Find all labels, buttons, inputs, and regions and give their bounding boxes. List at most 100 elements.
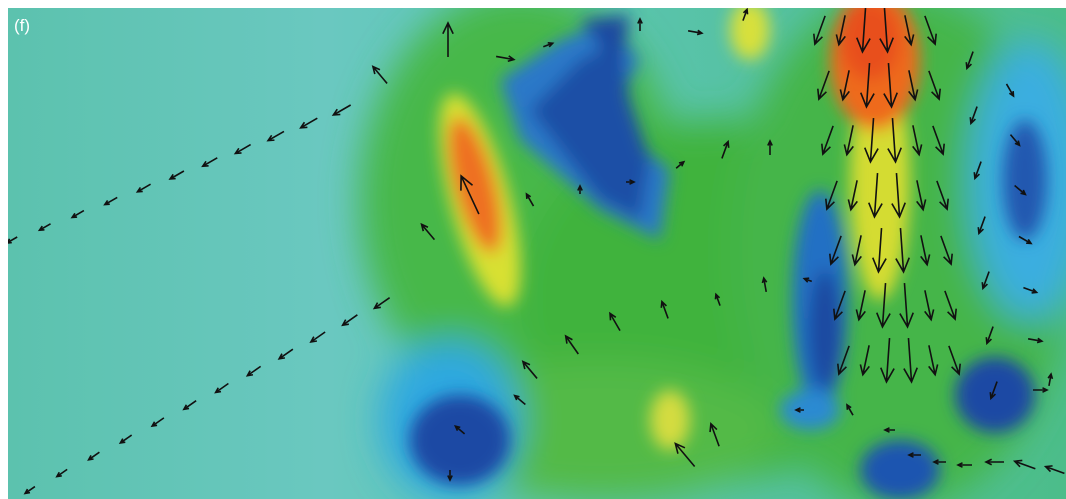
arrow: [965, 51, 974, 71]
arrow: [899, 282, 914, 329]
arrow: [794, 407, 804, 413]
arrow: [973, 161, 982, 181]
arrow: [674, 442, 696, 468]
arrow: [924, 15, 937, 46]
arrow: [331, 104, 352, 116]
arrow: [8, 236, 18, 244]
arrow: [928, 345, 939, 377]
arrow: [984, 458, 1004, 466]
arrow: [442, 21, 454, 57]
arrow: [371, 65, 388, 84]
heatmap: [8, 8, 1066, 499]
arrow: [948, 345, 961, 376]
arrow: [802, 277, 813, 283]
arrow: [1023, 286, 1039, 294]
arrow: [1014, 184, 1027, 196]
arrow: [904, 15, 915, 47]
arrow: [868, 172, 883, 219]
arrow: [1027, 337, 1044, 344]
arrow: [521, 360, 538, 379]
arrow: [825, 180, 838, 211]
arrow: [182, 400, 197, 411]
vector-field: [8, 8, 1065, 495]
arrow: [846, 403, 854, 416]
arrow: [742, 8, 749, 21]
arrow: [609, 311, 621, 332]
arrow: [761, 276, 768, 293]
arrow: [833, 290, 846, 321]
arrow: [829, 235, 842, 266]
arrow: [1005, 83, 1015, 98]
arrow: [637, 17, 643, 31]
arrow: [709, 421, 720, 447]
arrow: [564, 334, 579, 355]
arrow: [903, 337, 918, 384]
arrow: [55, 468, 68, 478]
arrow: [201, 157, 218, 168]
arrow: [932, 459, 946, 465]
arrow: [37, 223, 51, 232]
arrow: [23, 485, 36, 495]
arrow: [839, 70, 850, 102]
arrow: [266, 130, 285, 142]
arrow: [767, 139, 773, 155]
arrow: [525, 192, 535, 207]
arrow: [876, 282, 891, 329]
arrow: [932, 125, 945, 156]
arrow: [1043, 465, 1065, 475]
arrow: [675, 160, 686, 169]
arrow: [233, 143, 252, 155]
arrow: [887, 117, 902, 164]
arrow: [299, 117, 318, 129]
arrow: [453, 424, 466, 435]
arrow: [687, 29, 704, 36]
arrow: [879, 8, 894, 54]
arrow: [660, 299, 669, 319]
arrow: [447, 470, 453, 482]
arrow: [309, 331, 326, 344]
arrow: [460, 174, 480, 215]
arrow: [837, 345, 850, 376]
arrow: [912, 125, 923, 157]
arrow: [916, 180, 927, 212]
arrow: [168, 170, 185, 180]
panel-label: (f): [14, 16, 30, 35]
arrow: [880, 337, 895, 384]
arrow: [891, 172, 906, 219]
arrow: [864, 117, 879, 164]
arrow: [969, 106, 978, 126]
arrow: [214, 382, 229, 394]
arrow: [372, 297, 391, 310]
arrow: [245, 365, 262, 377]
arrow: [721, 139, 730, 159]
arrow: [907, 452, 921, 458]
arrow: [103, 196, 118, 206]
arrow: [981, 271, 990, 291]
arrow: [989, 381, 998, 401]
arrow: [87, 451, 100, 461]
arrow: [277, 348, 294, 360]
arrow: [341, 314, 358, 327]
arrow: [495, 55, 516, 63]
arrow: [150, 417, 165, 428]
arrow: [135, 183, 151, 193]
arrow: [835, 15, 846, 47]
arrow: [843, 125, 854, 157]
arrow: [872, 227, 887, 274]
arrow: [883, 427, 895, 433]
arrow: [813, 15, 826, 46]
arrow: [883, 62, 898, 109]
arrow: [1012, 459, 1036, 470]
arrow: [577, 184, 583, 194]
arrow: [1018, 235, 1033, 245]
arrow: [860, 62, 875, 109]
arrow: [977, 216, 986, 236]
arrow: [956, 462, 972, 468]
arrow: [908, 70, 919, 102]
arrow: [924, 290, 935, 322]
arrow: [851, 235, 862, 267]
arrow: [985, 326, 994, 346]
arrow: [821, 125, 834, 156]
arrow: [855, 290, 866, 322]
